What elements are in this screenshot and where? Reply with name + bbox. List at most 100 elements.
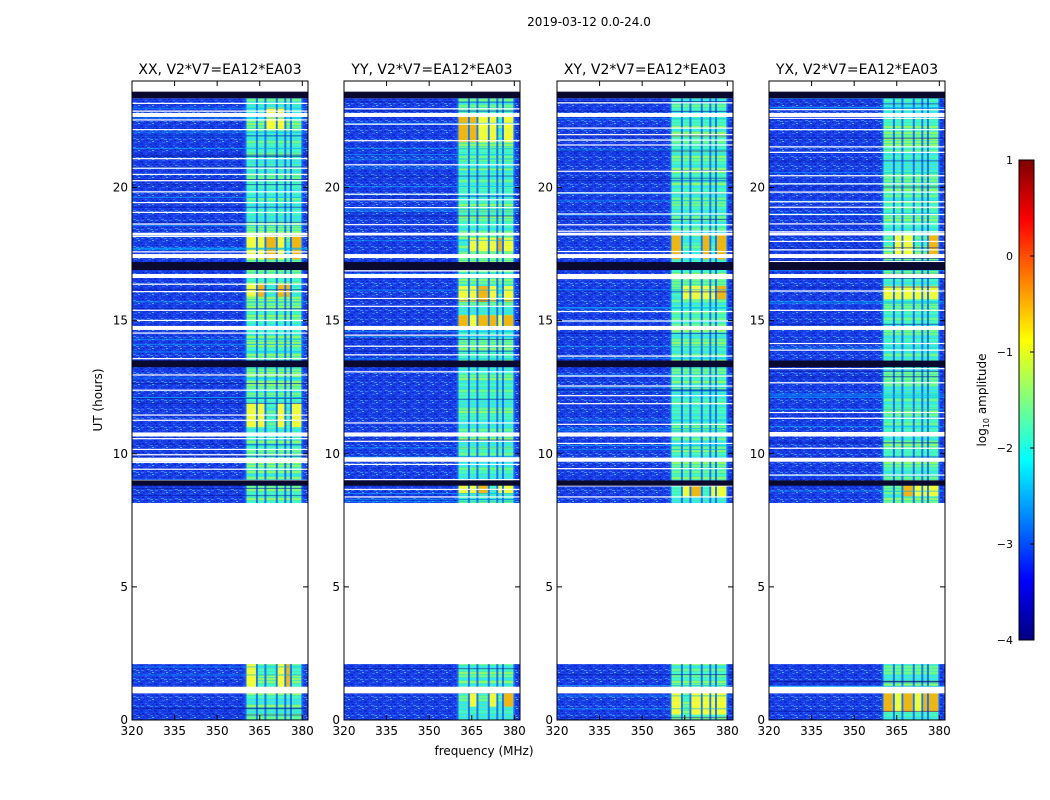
rfi-texture: [670, 243, 728, 245]
flag-line: [344, 224, 520, 226]
flagged-gap: [769, 112, 945, 117]
rfi-texture: [457, 372, 515, 374]
rfi-texture: [245, 684, 303, 686]
strong-burst: [503, 315, 514, 326]
rfi-texture: [245, 321, 303, 323]
flag-line: [344, 297, 520, 300]
flag-line: [344, 193, 520, 195]
rfi-texture: [882, 153, 940, 155]
rfi-texture: [882, 111, 940, 113]
flag-line: [132, 180, 308, 182]
rfi-texture: [245, 396, 303, 398]
noise-streak: [557, 674, 733, 676]
rfi-texture: [882, 150, 940, 152]
rfi-texture: [457, 420, 515, 422]
rfi-texture: [882, 387, 940, 389]
rfi-texture: [457, 306, 515, 308]
flagged-gap: [344, 254, 520, 259]
rfi-texture: [670, 441, 728, 443]
rfi-texture: [882, 405, 940, 407]
channel-edge: [921, 81, 924, 720]
flag-line: [132, 211, 308, 214]
rfi-texture: [245, 162, 303, 164]
flag-band: [557, 360, 733, 368]
noise-streak: [132, 397, 308, 399]
rfi-texture: [245, 486, 303, 488]
rfi-texture: [670, 285, 728, 287]
noise-streak: [557, 717, 733, 719]
rfi-texture: [457, 333, 515, 335]
rfi-texture: [882, 180, 940, 182]
rfi-texture: [245, 342, 303, 344]
channel-edge: [709, 81, 712, 720]
flag-line: [769, 368, 945, 370]
flag-line: [557, 395, 733, 397]
flag-line: [769, 213, 945, 216]
strong-burst: [914, 286, 922, 300]
flag-line: [132, 173, 308, 175]
rfi-texture: [882, 462, 940, 464]
colorbar-label-sub: 10: [982, 418, 991, 428]
flag-line: [132, 448, 308, 451]
flagged-gap: [557, 274, 733, 279]
x-tick-label: 380: [291, 724, 314, 738]
noise-streak: [769, 456, 945, 458]
noise-streak: [769, 442, 945, 444]
rfi-texture: [245, 279, 303, 281]
noise-streak: [769, 490, 945, 492]
flagged-gap: [344, 232, 520, 236]
rfi-texture: [670, 162, 728, 164]
flag-line: [769, 206, 945, 208]
flag-line: [132, 290, 308, 293]
rfi-texture: [245, 711, 303, 713]
noise-streak: [344, 358, 520, 360]
noise-streak: [557, 289, 733, 291]
strong-burst: [458, 286, 468, 302]
flag-line: [132, 454, 308, 456]
flag-line: [557, 423, 733, 425]
flag-line: [132, 358, 308, 360]
noise-streak: [557, 218, 733, 220]
rfi-texture: [882, 357, 940, 359]
flag-line: [557, 355, 733, 357]
rfi-texture: [245, 195, 303, 197]
rfi-texture: [670, 681, 728, 683]
rfi-texture: [670, 414, 728, 416]
flag-line: [344, 479, 520, 481]
strong-burst: [469, 238, 477, 252]
rfi-texture: [457, 471, 515, 473]
rfi-texture: [670, 471, 728, 473]
rfi-texture: [457, 228, 515, 230]
rfi-texture: [882, 105, 940, 107]
rfi-texture: [670, 456, 728, 458]
noise-streak: [344, 185, 520, 187]
flag-line: [344, 354, 520, 356]
noise-streak: [132, 455, 308, 457]
flag-line: [769, 117, 945, 119]
rfi-texture: [882, 162, 940, 164]
rfi-texture: [882, 192, 940, 194]
rfi-texture: [245, 312, 303, 314]
noise-streak: [344, 331, 520, 333]
rfi-texture: [670, 678, 728, 680]
y-tick-label: 20: [538, 181, 553, 195]
rfi-texture: [245, 369, 303, 371]
rfi-texture: [882, 102, 940, 104]
flag-line: [769, 290, 945, 292]
rfi-texture: [457, 216, 515, 218]
strong-burst: [489, 688, 497, 707]
rfi-texture: [670, 168, 728, 170]
rfi-texture: [245, 702, 303, 704]
flag-line: [132, 326, 308, 328]
strong-burst: [469, 315, 477, 326]
channel-edge: [892, 81, 895, 720]
noise-streak: [769, 186, 945, 188]
rfi-texture: [245, 426, 303, 428]
flag-line: [344, 345, 520, 347]
noise-streak: [344, 122, 520, 124]
rfi-texture: [457, 681, 515, 683]
strong-burst: [682, 286, 690, 300]
rfi-texture: [457, 684, 515, 686]
flagged-gap: [769, 432, 945, 437]
flag-line: [344, 496, 520, 498]
